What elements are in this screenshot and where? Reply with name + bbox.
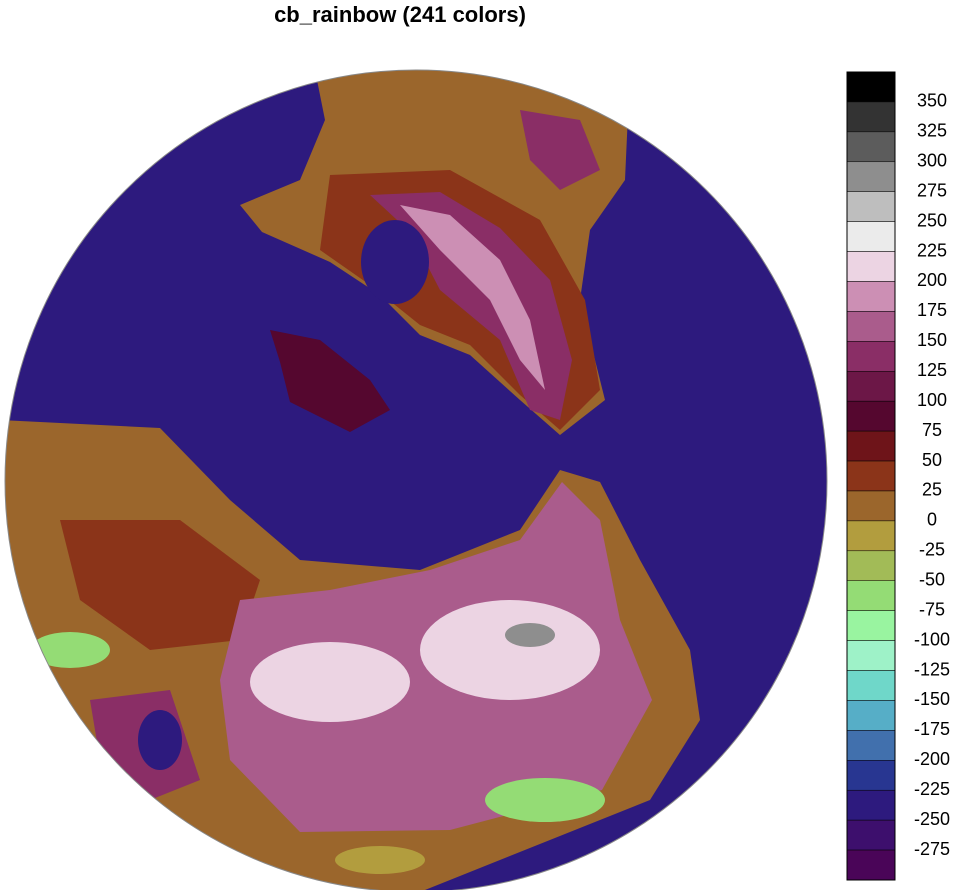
- land: [400, 205, 545, 390]
- colorbar-label: 300: [917, 151, 947, 171]
- colorbar-box: [846, 550, 896, 581]
- colorbar-label: 200: [917, 270, 947, 290]
- colorbar-box: [846, 371, 896, 402]
- sea: [138, 710, 182, 770]
- colorbar: 3503253002752502252001751501251007550250…: [846, 71, 950, 881]
- colorbar-box: [846, 101, 896, 133]
- colorbar-box: [846, 71, 896, 103]
- colorbar-box: [846, 131, 896, 163]
- land: [60, 520, 260, 650]
- colorbar-label: 50: [922, 450, 942, 470]
- colorbar-label: -175: [914, 719, 950, 739]
- peak: [505, 623, 555, 647]
- colorbar-label: 125: [917, 360, 947, 380]
- land: [270, 330, 390, 432]
- colorbar-box: [846, 161, 896, 192]
- map-border: [4, 69, 828, 890]
- colorbar-label: 175: [917, 300, 947, 320]
- colorbar-frame: [846, 71, 896, 881]
- colorbar-box: [846, 400, 896, 432]
- colorbar-label: 75: [922, 420, 942, 440]
- map: [5, 70, 827, 890]
- colorbar-label: -225: [914, 779, 950, 799]
- colorbar-label: 325: [917, 121, 947, 141]
- colorbar-box: [846, 460, 896, 492]
- colorbar-box: [846, 430, 896, 462]
- colorbar-label: -25: [919, 540, 945, 560]
- colorbar-box: [846, 700, 896, 731]
- colorbar-box: [846, 819, 896, 851]
- colorbar-label: -75: [919, 599, 945, 619]
- plain: [335, 846, 425, 874]
- colorbar-box: [846, 311, 896, 342]
- colorbar-box: [846, 640, 896, 671]
- plain: [485, 778, 605, 822]
- colorbar-label: -150: [914, 689, 950, 709]
- colorbar-label: 25: [922, 480, 942, 500]
- colorbar-label: -125: [914, 659, 950, 679]
- colorbar-label: 250: [917, 210, 947, 230]
- colorbar-box: [846, 849, 896, 881]
- snow: [250, 642, 410, 722]
- colorbar-label: -100: [914, 629, 950, 649]
- colorbar-box: [846, 520, 896, 552]
- land: [520, 110, 600, 190]
- colorbar-box: [846, 341, 896, 372]
- colorbar-box: [846, 281, 896, 312]
- colorbar-box: [846, 670, 896, 701]
- colorbar-label: 150: [917, 330, 947, 350]
- bay: [361, 220, 429, 304]
- colorbar-box: [846, 251, 896, 282]
- colorbar-box: [846, 789, 896, 821]
- colorbar-label: -50: [919, 569, 945, 589]
- snow: [420, 600, 600, 700]
- colorbar-box: [846, 191, 896, 222]
- colorbar-box: [846, 490, 896, 522]
- colorbar-label: -275: [914, 839, 950, 859]
- title: cb_rainbow (241 colors): [274, 2, 526, 27]
- colorbar-box: [846, 730, 896, 761]
- colorbar-label: 100: [917, 390, 947, 410]
- colorbar-label: -250: [914, 809, 950, 829]
- colorbar-label: 0: [927, 510, 937, 530]
- colorbar-box: [846, 580, 896, 611]
- colorbar-label: 225: [917, 240, 947, 260]
- colorbar-box: [846, 760, 896, 791]
- plain: [30, 632, 110, 668]
- colorbar-box: [846, 221, 896, 252]
- colorbar-label: 350: [917, 91, 947, 111]
- colorbar-label: -200: [914, 749, 950, 769]
- colorbar-box: [846, 610, 896, 641]
- colorbar-label: 275: [917, 180, 947, 200]
